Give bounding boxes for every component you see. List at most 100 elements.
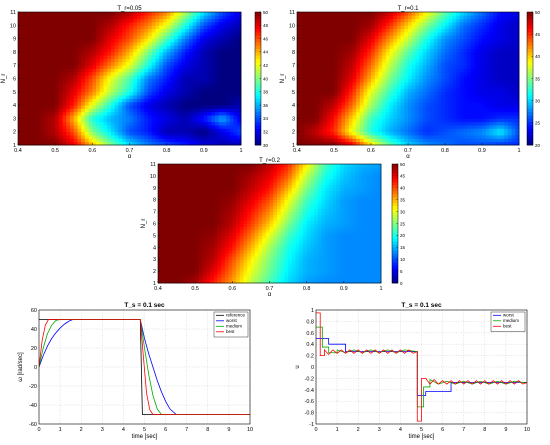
heatmap-cell [185, 45, 190, 49]
heatmap-cell [411, 68, 416, 73]
heatmap-cell [44, 18, 49, 23]
heatmap-cell [155, 138, 160, 143]
heatmap-cell [315, 28, 320, 33]
heatmap-cell [92, 108, 97, 113]
heatmap-cell [404, 135, 409, 139]
heatmap-cell [214, 25, 220, 30]
heatmap-cell [359, 35, 364, 39]
heatmap-cell [162, 68, 168, 73]
heatmap-cell [404, 18, 409, 23]
heatmap-cell [396, 95, 401, 99]
heatmap-cell [88, 38, 93, 43]
heatmap-cell [88, 61, 93, 66]
heatmap-cell [489, 18, 494, 23]
heatmap-cell [196, 61, 201, 66]
heatmap-cell [334, 85, 339, 89]
heatmap-cell [334, 45, 339, 49]
heatmap-cell [500, 95, 505, 99]
heatmap-cell [389, 65, 394, 69]
heatmap-cell [385, 91, 390, 96]
heatmap-cell [341, 121, 346, 126]
heatmap-cell [159, 131, 164, 136]
heatmap-cell [433, 41, 438, 46]
heatmap-cell [319, 108, 324, 113]
heatmap-cell [385, 101, 390, 106]
heatmap-cell [18, 75, 23, 79]
heatmap-cell [25, 51, 30, 56]
heatmap-cell [214, 68, 220, 73]
heatmap-cell [400, 121, 405, 126]
heatmap-cell [133, 111, 138, 116]
heatmap-cell [419, 51, 424, 56]
heatmap-cell [378, 15, 383, 20]
heatmap-cell [129, 91, 134, 96]
heatmap-cell [330, 61, 335, 66]
heatmap-cell [485, 118, 490, 123]
heatmap-cell [40, 75, 45, 79]
heatmap-cell [300, 41, 305, 46]
heatmap-cell [151, 65, 156, 69]
heatmap-cell [359, 95, 364, 99]
heatmap-cell [188, 71, 194, 76]
heatmap-cell [136, 18, 142, 23]
heatmap-cell [118, 41, 123, 46]
heatmap-cell [188, 108, 194, 113]
heatmap-cell [493, 141, 498, 146]
heatmap-cell [437, 65, 442, 69]
heatmap-cell [304, 128, 309, 133]
heatmap-cell [304, 108, 309, 113]
heatmap-cell [334, 35, 339, 39]
heatmap-cell [507, 95, 512, 99]
heatmap-cell [214, 108, 220, 113]
heatmap-cell [496, 141, 501, 146]
heatmap-cell [125, 51, 130, 56]
heatmap-cell [396, 21, 401, 26]
heatmap-cell [133, 85, 138, 89]
heatmap-cell [374, 108, 379, 113]
heatmap-cell [507, 135, 512, 139]
heatmap-cell [511, 31, 516, 36]
heatmap-cell [40, 108, 45, 113]
heatmap-cell [467, 48, 472, 53]
heatmap-cell [203, 38, 208, 43]
colorbar-segment [255, 25, 261, 30]
heatmap-cell [463, 115, 468, 119]
heatmap-cell [47, 95, 52, 99]
colorbar-segment [255, 31, 261, 36]
heatmap-cell [58, 48, 63, 53]
heatmap-cell [233, 55, 238, 59]
heatmap-cell [200, 105, 205, 109]
heatmap-cell [345, 12, 350, 16]
heatmap-cell [396, 115, 401, 119]
heatmap-cell [404, 138, 409, 143]
heatmap-cell [162, 141, 168, 146]
heatmap-cell [118, 12, 123, 16]
heatmap-cell [73, 121, 78, 126]
heatmap-cell [371, 135, 376, 139]
heatmap-cell [200, 61, 205, 66]
heatmap-cell [170, 105, 175, 109]
heatmap-cell [129, 28, 134, 33]
heatmap-cell [84, 55, 90, 59]
heatmap-cell [32, 25, 37, 30]
colorbar-segment [255, 28, 261, 33]
heatmap-cell [88, 12, 93, 16]
heatmap-cell [226, 58, 231, 63]
heatmap-cell [467, 18, 472, 23]
heatmap-cell [144, 81, 149, 86]
heatmap-cell [207, 101, 212, 106]
heatmap-cell [200, 81, 205, 86]
heatmap-cell [96, 55, 101, 59]
heatmap-cell [162, 105, 168, 109]
heatmap-cell [445, 55, 450, 59]
heatmap-cell [504, 91, 509, 96]
heatmap-cell [229, 101, 234, 106]
heatmap-cell [18, 141, 23, 146]
heatmap-cell [467, 65, 472, 69]
heatmap-cell [58, 51, 63, 56]
heatmap-cell [129, 111, 134, 116]
heatmap-cell [374, 78, 379, 83]
heatmap-cell [396, 45, 401, 49]
heatmap-cell [170, 81, 175, 86]
heatmap-cell [378, 81, 383, 86]
